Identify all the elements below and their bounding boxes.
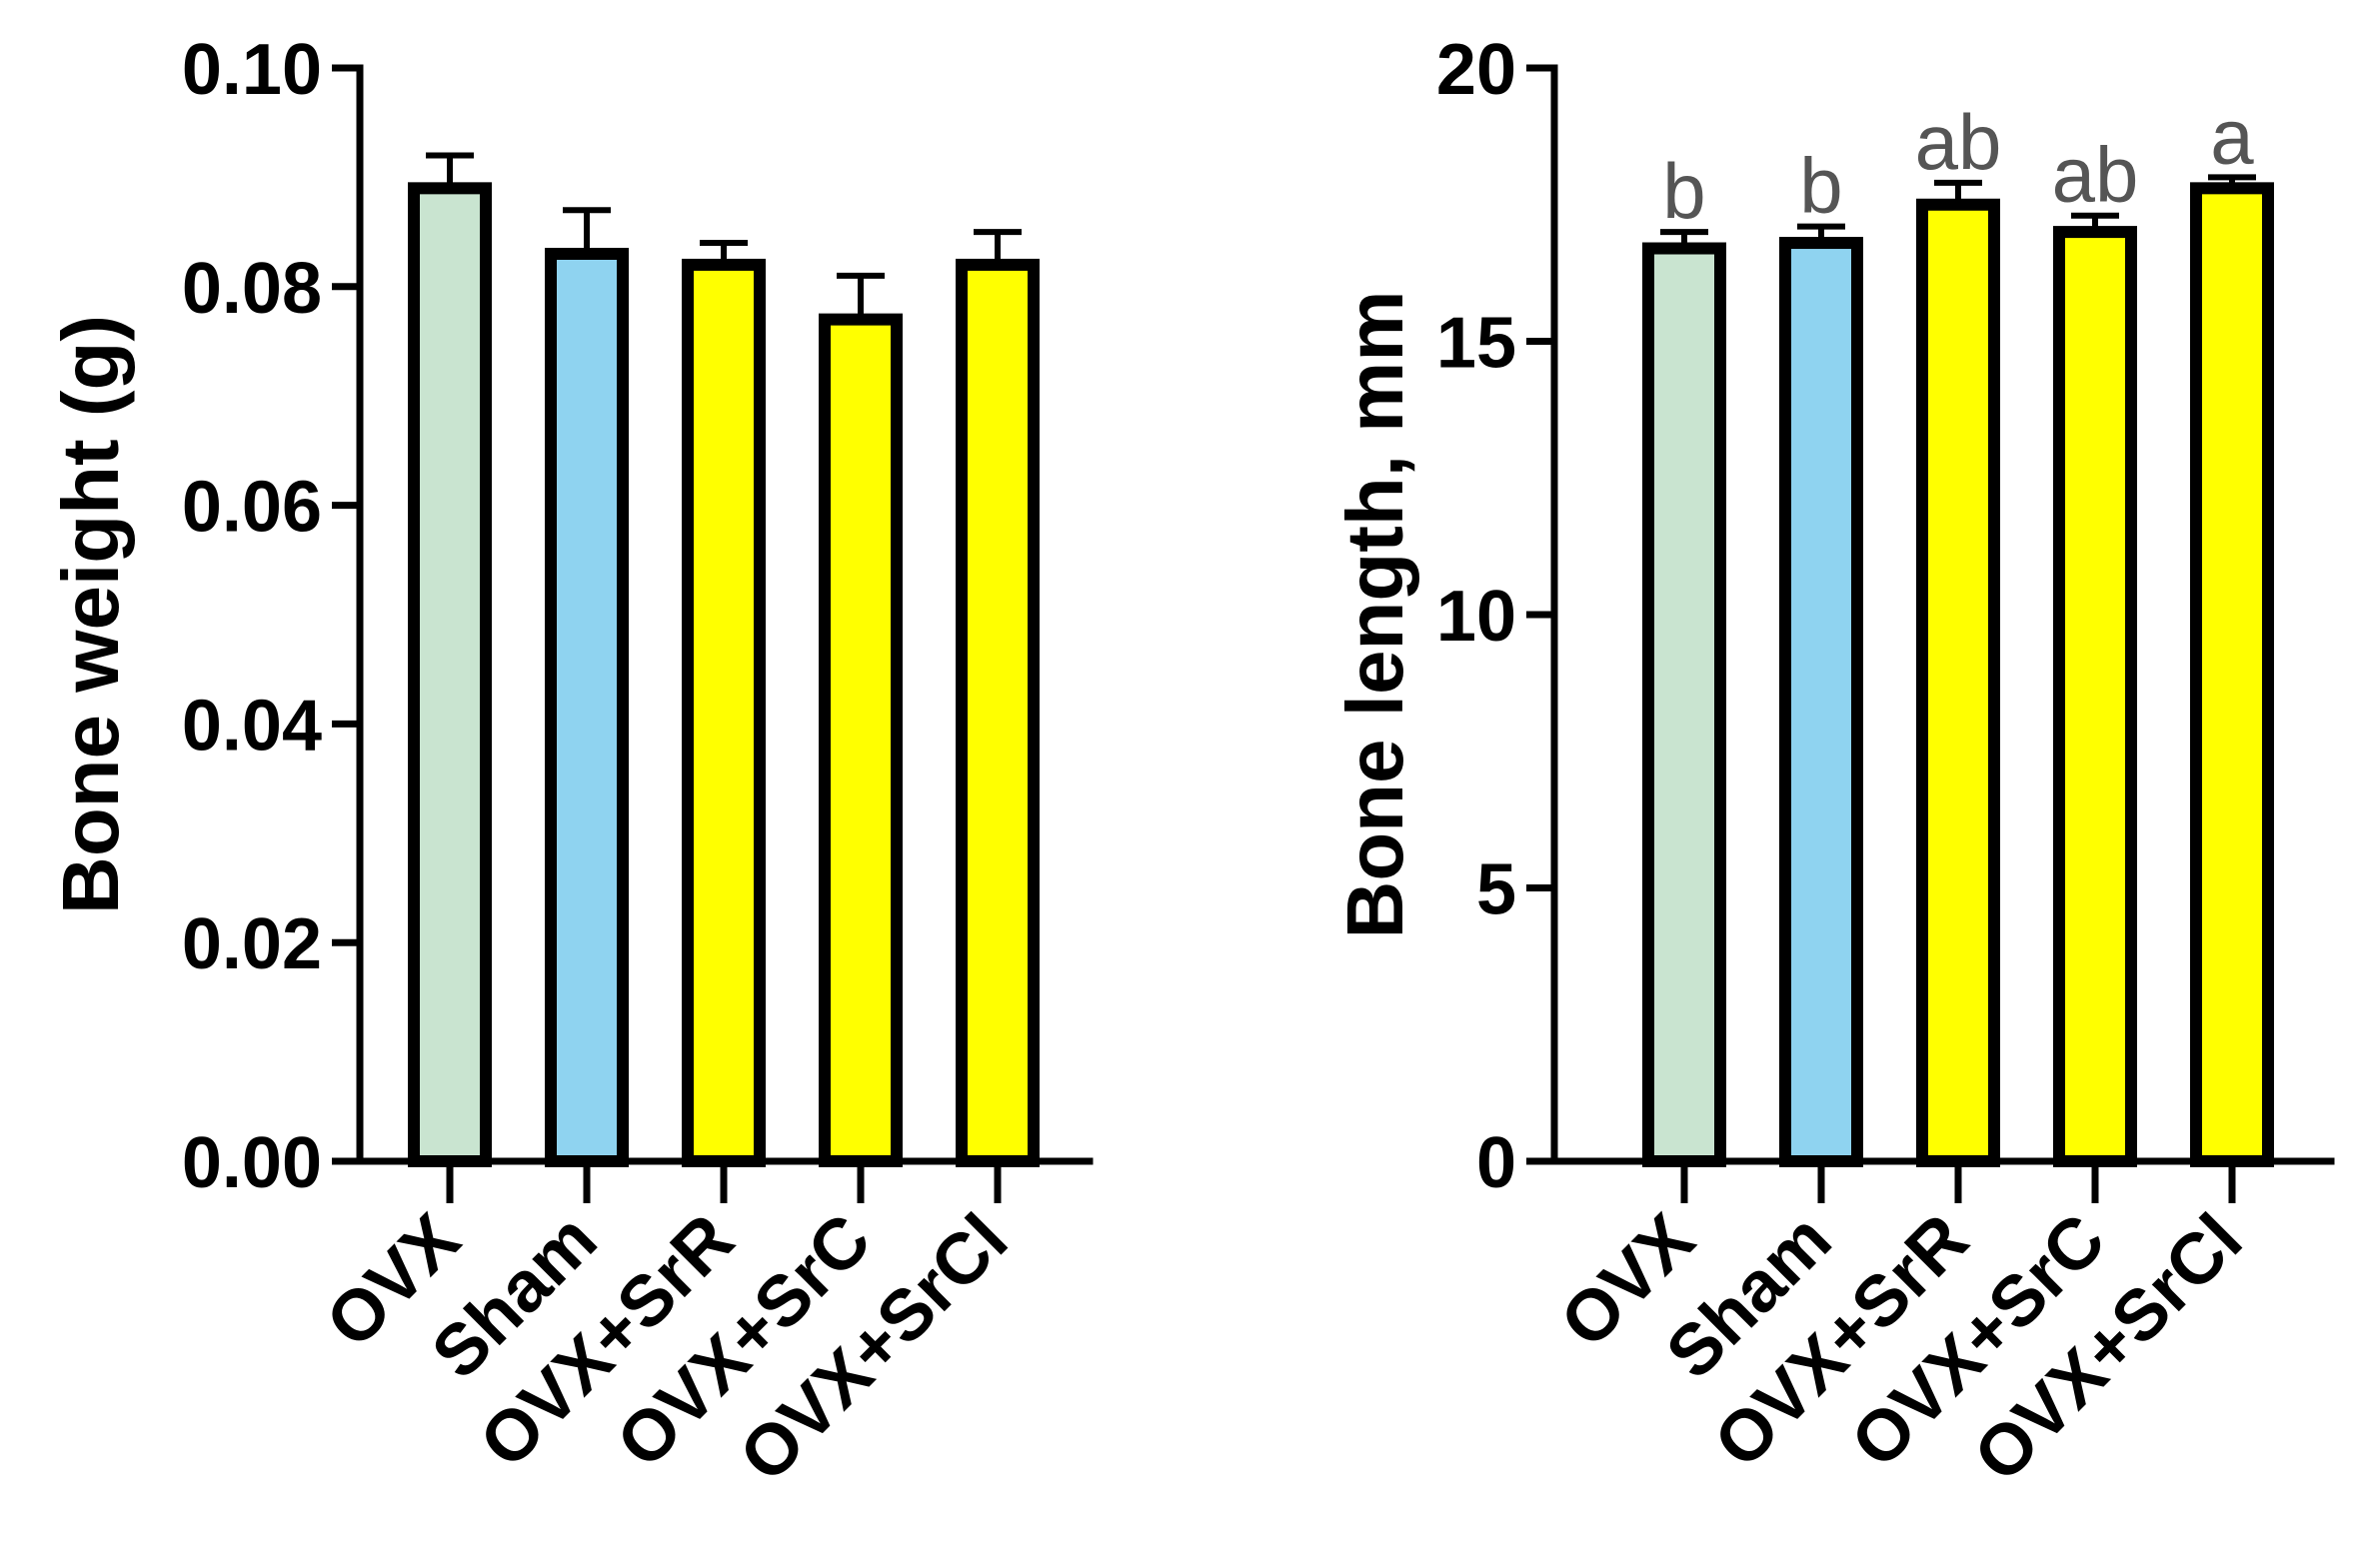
significance-letter: b	[1662, 147, 1705, 235]
y-axis-title: Bone length, mm	[1330, 291, 1419, 939]
y-tick-label: 20	[1436, 30, 1516, 110]
bar-ovx-src	[819, 313, 903, 1167]
y-tick-label: 5	[1476, 850, 1516, 930]
significance-letter: ab	[2052, 131, 2139, 219]
y-tick-label: 0.06	[182, 468, 322, 548]
bar-ovx-srr	[1916, 198, 2000, 1167]
y-tick-label: 0.10	[182, 30, 322, 110]
bar-ovx	[408, 182, 492, 1167]
bar-ovx-srr	[682, 258, 766, 1168]
y-tick-label: 10	[1436, 577, 1516, 657]
y-axis-title: Bone weight (g)	[46, 315, 135, 914]
y-tick-label: 15	[1436, 304, 1516, 384]
bar-ovx-srcl	[956, 258, 1040, 1168]
y-tick-label: 0.04	[182, 686, 322, 766]
y-tick-label: 0.08	[182, 249, 322, 329]
y-tick-label: 0.00	[182, 1123, 322, 1203]
bar-sham	[545, 247, 629, 1168]
significance-letter: b	[1799, 142, 1842, 230]
significance-letter: ab	[1915, 98, 2002, 186]
y-tick-label: 0	[1476, 1123, 1516, 1203]
bar-ovx-src	[2053, 226, 2137, 1168]
bar-ovx	[1642, 242, 1726, 1167]
y-tick-label: 0.02	[182, 904, 322, 984]
significance-letter: a	[2210, 92, 2254, 180]
bar-sham	[1779, 237, 1863, 1168]
bar-ovx-srcl	[2190, 182, 2274, 1167]
